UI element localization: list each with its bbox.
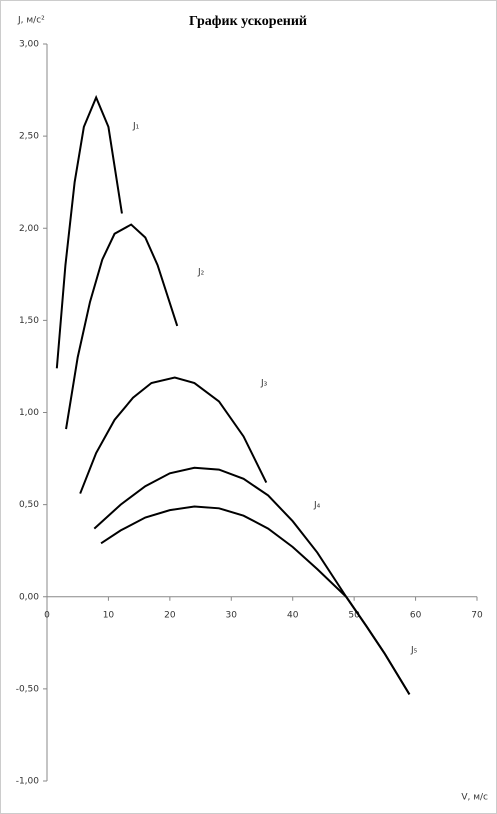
chart-title: График ускорений bbox=[189, 14, 307, 29]
x-tick-label: 60 bbox=[410, 610, 422, 620]
series-line bbox=[100, 505, 411, 695]
series-label: J₁ bbox=[132, 122, 140, 132]
y-axis-label: J, м/с² bbox=[17, 16, 45, 26]
y-tick-label: 0,00 bbox=[19, 592, 39, 602]
x-tick-label: 20 bbox=[164, 610, 176, 620]
series-label: J₄ bbox=[313, 501, 321, 511]
series-label: J₂ bbox=[197, 268, 205, 278]
x-tick-label: 70 bbox=[471, 610, 483, 620]
series-line bbox=[55, 94, 123, 369]
x-axis-label: V, м/с bbox=[461, 793, 488, 803]
x-tick-label: 40 bbox=[287, 610, 299, 620]
y-tick-label: 3,00 bbox=[19, 40, 39, 50]
y-tick-label: 1,50 bbox=[19, 316, 39, 326]
y-tick-label: 2,00 bbox=[19, 224, 39, 234]
series-line bbox=[93, 466, 411, 695]
y-tick-label: -1,00 bbox=[16, 777, 40, 787]
y-tick-label: -0,50 bbox=[16, 684, 40, 694]
x-tick-label: 30 bbox=[226, 610, 238, 620]
x-tick-label: 0 bbox=[44, 610, 50, 620]
y-tick-label: 0,50 bbox=[19, 500, 39, 510]
y-tick-label: 1,00 bbox=[19, 408, 39, 418]
series-label: J₅ bbox=[410, 646, 418, 656]
x-tick-label: 10 bbox=[103, 610, 115, 620]
series-line bbox=[79, 376, 268, 494]
x-tick-label: 50 bbox=[348, 610, 360, 620]
y-tick-label: 2,50 bbox=[19, 132, 39, 142]
series-label: J₃ bbox=[260, 379, 268, 389]
series-line bbox=[65, 223, 179, 430]
